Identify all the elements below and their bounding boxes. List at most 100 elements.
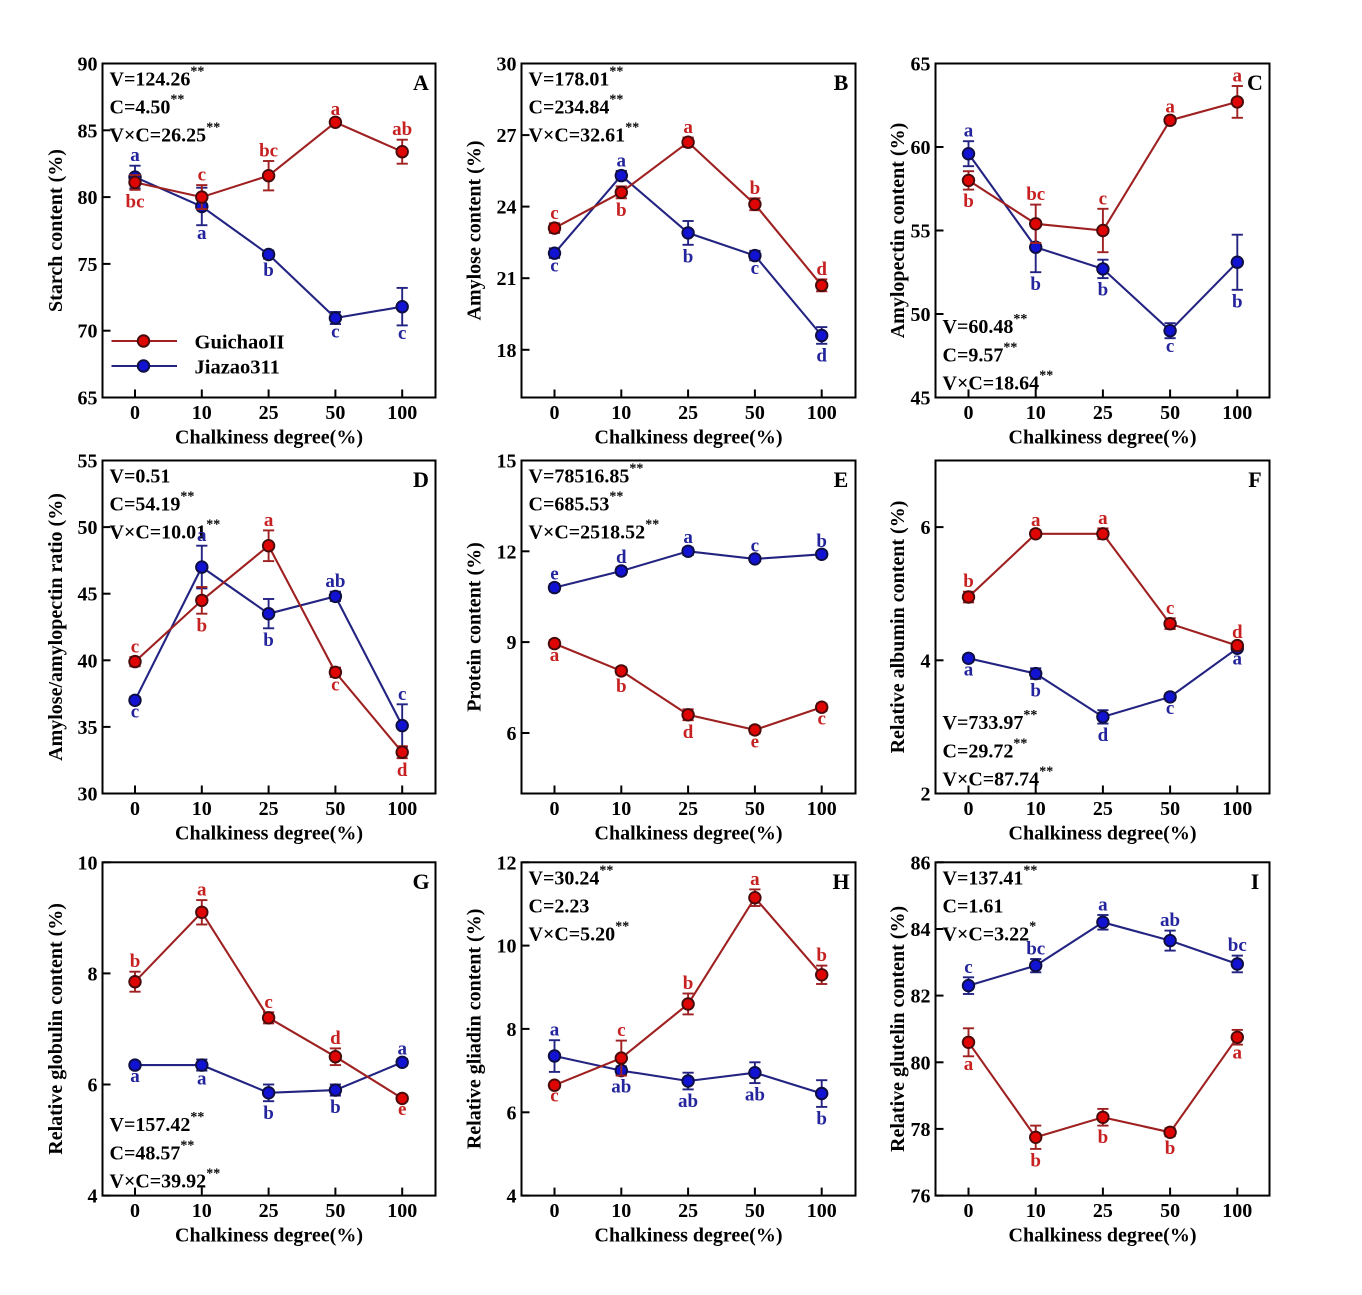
svg-text:ab: ab bbox=[1160, 910, 1180, 931]
svg-text:V=30.24**: V=30.24** bbox=[529, 863, 614, 889]
svg-text:0: 0 bbox=[130, 402, 140, 424]
svg-text:21: 21 bbox=[497, 268, 517, 290]
svg-text:c: c bbox=[1166, 336, 1174, 357]
svg-text:50: 50 bbox=[911, 304, 931, 326]
svg-text:d: d bbox=[397, 760, 408, 781]
svg-text:b: b bbox=[1098, 1127, 1109, 1148]
svg-text:c: c bbox=[751, 535, 759, 556]
svg-text:b: b bbox=[750, 178, 761, 199]
svg-text:Relative globulin content (%): Relative globulin content (%) bbox=[45, 903, 67, 1155]
svg-text:25: 25 bbox=[1093, 798, 1113, 820]
svg-text:50: 50 bbox=[1160, 798, 1180, 820]
svg-text:a: a bbox=[1233, 1042, 1243, 1063]
svg-text:10: 10 bbox=[192, 1200, 212, 1222]
svg-text:8: 8 bbox=[88, 963, 98, 985]
svg-text:10: 10 bbox=[1026, 402, 1046, 424]
svg-text:100: 100 bbox=[807, 798, 837, 820]
svg-text:a: a bbox=[130, 145, 140, 166]
svg-text:10: 10 bbox=[611, 798, 631, 820]
svg-text:b: b bbox=[263, 1103, 274, 1124]
svg-text:35: 35 bbox=[78, 717, 98, 739]
svg-text:Chalkiness degree(%): Chalkiness degree(%) bbox=[175, 427, 363, 449]
svg-text:30: 30 bbox=[497, 54, 517, 76]
svg-text:0: 0 bbox=[130, 798, 140, 820]
svg-text:25: 25 bbox=[678, 402, 698, 424]
svg-text:a: a bbox=[964, 1054, 974, 1075]
svg-text:V×C=39.92**: V×C=39.92** bbox=[110, 1167, 221, 1193]
svg-text:b: b bbox=[263, 260, 274, 281]
svg-text:a: a bbox=[683, 117, 693, 138]
svg-text:c: c bbox=[398, 684, 406, 705]
svg-text:85: 85 bbox=[78, 120, 98, 142]
svg-text:C=234.84**: C=234.84** bbox=[529, 93, 624, 119]
svg-text:b: b bbox=[816, 945, 827, 966]
svg-text:Chalkiness degree(%): Chalkiness degree(%) bbox=[1009, 427, 1197, 449]
svg-text:4: 4 bbox=[921, 650, 931, 672]
svg-text:65: 65 bbox=[78, 388, 98, 410]
svg-text:d: d bbox=[616, 547, 627, 568]
svg-text:a: a bbox=[264, 510, 274, 531]
svg-text:c: c bbox=[1166, 698, 1174, 719]
svg-text:V×C=18.64**: V×C=18.64** bbox=[943, 369, 1054, 395]
svg-text:76: 76 bbox=[911, 1186, 931, 1208]
svg-text:a: a bbox=[197, 1068, 207, 1089]
svg-text:c: c bbox=[264, 992, 272, 1013]
svg-text:b: b bbox=[1030, 1151, 1041, 1172]
svg-text:27: 27 bbox=[497, 125, 517, 147]
svg-text:100: 100 bbox=[387, 798, 417, 820]
svg-text:a: a bbox=[550, 645, 560, 666]
svg-text:a: a bbox=[750, 869, 760, 890]
svg-text:15: 15 bbox=[497, 451, 517, 473]
svg-text:C=685.53**: C=685.53** bbox=[529, 490, 624, 516]
svg-text:c: c bbox=[1166, 598, 1174, 619]
svg-text:c: c bbox=[131, 637, 139, 658]
svg-text:12: 12 bbox=[497, 541, 517, 563]
svg-text:0: 0 bbox=[550, 402, 560, 424]
svg-text:C: C bbox=[1247, 70, 1263, 95]
svg-text:Chalkiness degree(%): Chalkiness degree(%) bbox=[175, 823, 363, 845]
svg-text:10: 10 bbox=[78, 852, 98, 874]
svg-text:C=2.23: C=2.23 bbox=[529, 895, 590, 917]
svg-text:c: c bbox=[550, 256, 558, 277]
svg-text:10: 10 bbox=[1026, 798, 1046, 820]
svg-text:c: c bbox=[617, 1020, 625, 1041]
svg-text:25: 25 bbox=[259, 1200, 279, 1222]
svg-text:82: 82 bbox=[911, 986, 931, 1008]
svg-text:A: A bbox=[413, 70, 429, 95]
svg-text:50: 50 bbox=[745, 798, 765, 820]
svg-text:b: b bbox=[263, 630, 274, 651]
svg-text:V=178.01**: V=178.01** bbox=[529, 65, 624, 91]
svg-text:c: c bbox=[964, 957, 972, 978]
svg-text:30: 30 bbox=[78, 784, 98, 806]
svg-text:e: e bbox=[751, 731, 759, 752]
svg-text:ab: ab bbox=[392, 119, 412, 140]
svg-text:a: a bbox=[964, 121, 974, 142]
svg-text:I: I bbox=[1251, 869, 1260, 894]
svg-text:Amylose/amylopectin ratio (%): Amylose/amylopectin ratio (%) bbox=[45, 493, 67, 761]
svg-text:78: 78 bbox=[911, 1119, 931, 1141]
svg-text:D: D bbox=[413, 467, 429, 492]
svg-text:c: c bbox=[331, 322, 339, 343]
svg-text:V=0.51: V=0.51 bbox=[110, 466, 171, 488]
svg-text:V×C=3.22*: V×C=3.22* bbox=[943, 919, 1037, 945]
svg-text:a: a bbox=[550, 1020, 560, 1041]
svg-text:d: d bbox=[1232, 622, 1243, 643]
svg-text:c: c bbox=[331, 675, 339, 696]
svg-text:100: 100 bbox=[807, 402, 837, 424]
svg-text:40: 40 bbox=[78, 650, 98, 672]
svg-text:100: 100 bbox=[1222, 402, 1252, 424]
svg-text:6: 6 bbox=[921, 517, 931, 539]
svg-text:V=78516.85**: V=78516.85** bbox=[529, 462, 644, 488]
svg-text:e: e bbox=[550, 564, 558, 585]
svg-text:45: 45 bbox=[911, 388, 931, 410]
svg-text:a: a bbox=[617, 150, 627, 171]
svg-text:45: 45 bbox=[78, 584, 98, 606]
svg-text:e: e bbox=[398, 1099, 406, 1120]
svg-text:10: 10 bbox=[192, 402, 212, 424]
svg-text:B: B bbox=[834, 70, 849, 95]
svg-text:50: 50 bbox=[325, 402, 345, 424]
svg-text:H: H bbox=[832, 869, 849, 894]
svg-text:25: 25 bbox=[678, 1200, 698, 1222]
svg-text:C=1.61: C=1.61 bbox=[943, 895, 1004, 917]
svg-text:50: 50 bbox=[325, 798, 345, 820]
